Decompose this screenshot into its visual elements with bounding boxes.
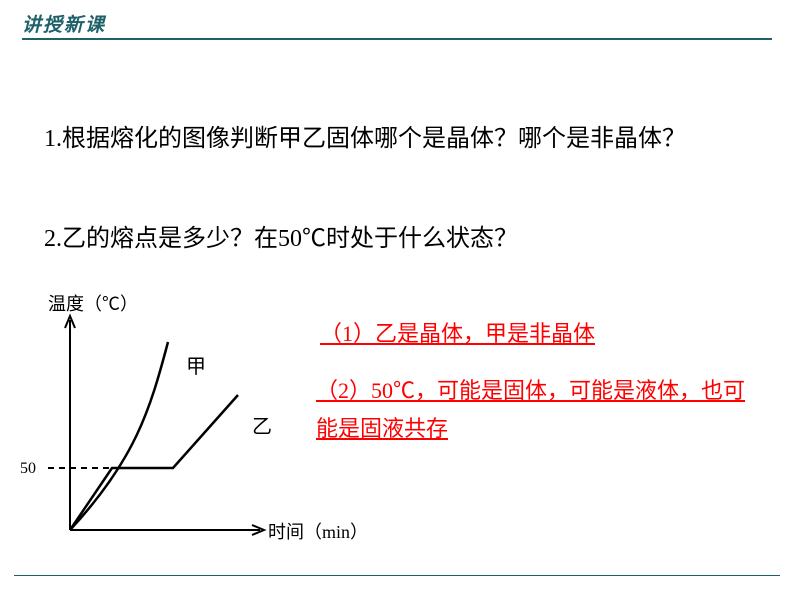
bottom-separator: [14, 575, 780, 577]
section-header: 讲授新课: [22, 10, 106, 37]
x-axis-label: 时间（min）: [268, 518, 368, 544]
question-1: 1.根据熔化的图像判断甲乙固体哪个是晶体？哪个是非晶体？: [44, 118, 750, 160]
header-underline: [22, 38, 772, 40]
label-yi: 乙: [252, 410, 272, 439]
label-jia: 甲: [186, 350, 206, 379]
curve-yi: [70, 395, 238, 530]
slide: 讲授新课 1.根据熔化的图像判断甲乙固体哪个是晶体？哪个是非晶体？ 2.乙的熔点…: [0, 0, 794, 596]
question-2: 2.乙的熔点是多少？在50℃时处于什么状态？: [44, 218, 750, 260]
chart-area: [10, 310, 290, 550]
curve-jia: [70, 342, 168, 530]
answer-2: （2）50℃，可能是固体，可能是液体，也可能是固液共存: [316, 372, 766, 448]
chart-svg: [10, 310, 290, 550]
answer-1: （1）乙是晶体，甲是非晶体: [320, 316, 750, 348]
